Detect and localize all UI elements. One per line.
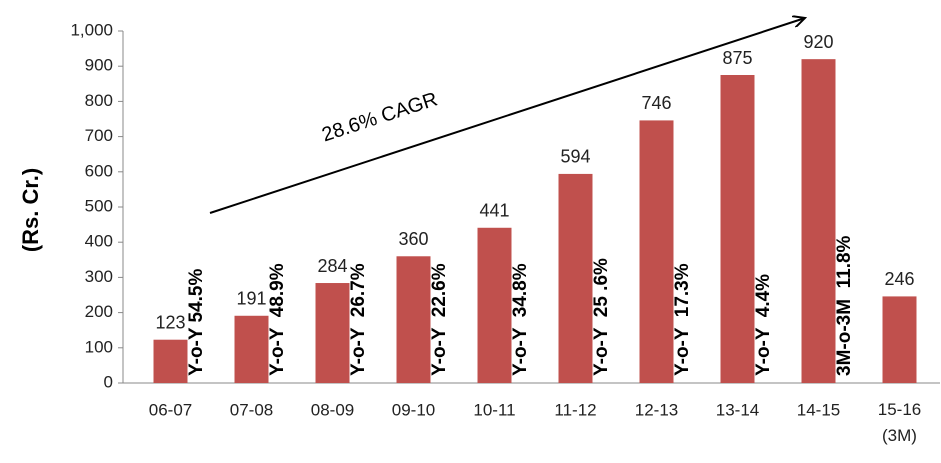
value-label: 360: [398, 229, 428, 249]
value-label: 920: [803, 32, 833, 52]
x-tick-label: 11-12: [554, 400, 596, 419]
growth-annotation: 3M-o-3M 11.8%: [834, 235, 855, 376]
y-tick-label: 800: [85, 91, 113, 110]
bar: [558, 173, 593, 383]
x-tick-label: 13-14: [716, 400, 759, 419]
x-tick-label: 10-11: [473, 400, 515, 419]
y-tick-label: 100: [85, 337, 113, 356]
bar: [639, 120, 674, 384]
value-label: 191: [236, 289, 266, 309]
y-tick-label: 0: [104, 372, 113, 391]
x-tick-label: 08-09: [311, 400, 354, 419]
value-label: 441: [479, 201, 509, 221]
value-label: 246: [884, 269, 914, 289]
bar: [720, 75, 755, 383]
y-tick-label: 700: [85, 126, 113, 145]
y-tick-label: 600: [85, 161, 113, 180]
x-tick-label: 06-07: [149, 400, 192, 419]
trend-label: 28.6% CAGR: [319, 88, 440, 146]
growth-annotation: Y-o-Y 17.3%: [672, 263, 693, 376]
y-tick-label: 1,000: [70, 20, 113, 39]
x-tick-label: 14-15: [797, 400, 840, 419]
value-label: 594: [560, 147, 590, 167]
y-tick-label: 500: [85, 196, 113, 215]
bar: [315, 283, 350, 383]
value-label: 875: [722, 48, 752, 68]
x-tick-label: 15-16 (3M): [878, 400, 921, 445]
trend-arrow: [209, 18, 805, 214]
bar: [801, 59, 836, 383]
bar: [477, 227, 512, 383]
bar: [396, 256, 431, 383]
y-tick-label: 200: [85, 302, 113, 321]
y-tick-label: 300: [85, 267, 113, 286]
value-label: 284: [317, 256, 347, 276]
x-tick-label: 07-08: [230, 400, 273, 419]
growth-annotation: Y-o-Y 54.5%: [186, 269, 207, 376]
bar: [153, 339, 188, 383]
growth-annotation: Y-o-Y 25 .6%: [591, 258, 612, 376]
x-tick-label: 09-10: [392, 400, 435, 419]
value-label: 746: [641, 93, 671, 113]
bar: [234, 315, 269, 383]
growth-annotation: Y-o-Y 22.6%: [429, 263, 450, 376]
growth-annotation: Y-o-Y 4.4%: [753, 274, 774, 376]
y-axis-label: (Rs. Cr.): [18, 168, 43, 252]
growth-annotation: Y-o-Y 26.7%: [348, 263, 369, 376]
growth-annotation: Y-o-Y 48.9%: [267, 263, 288, 376]
y-tick-label: 900: [85, 56, 113, 75]
y-tick-label: 400: [85, 232, 113, 251]
value-label: 123: [155, 312, 185, 332]
growth-annotation: Y-o-Y 34.8%: [510, 263, 531, 376]
bar: [882, 296, 917, 383]
x-tick-label: 12-13: [635, 400, 678, 419]
